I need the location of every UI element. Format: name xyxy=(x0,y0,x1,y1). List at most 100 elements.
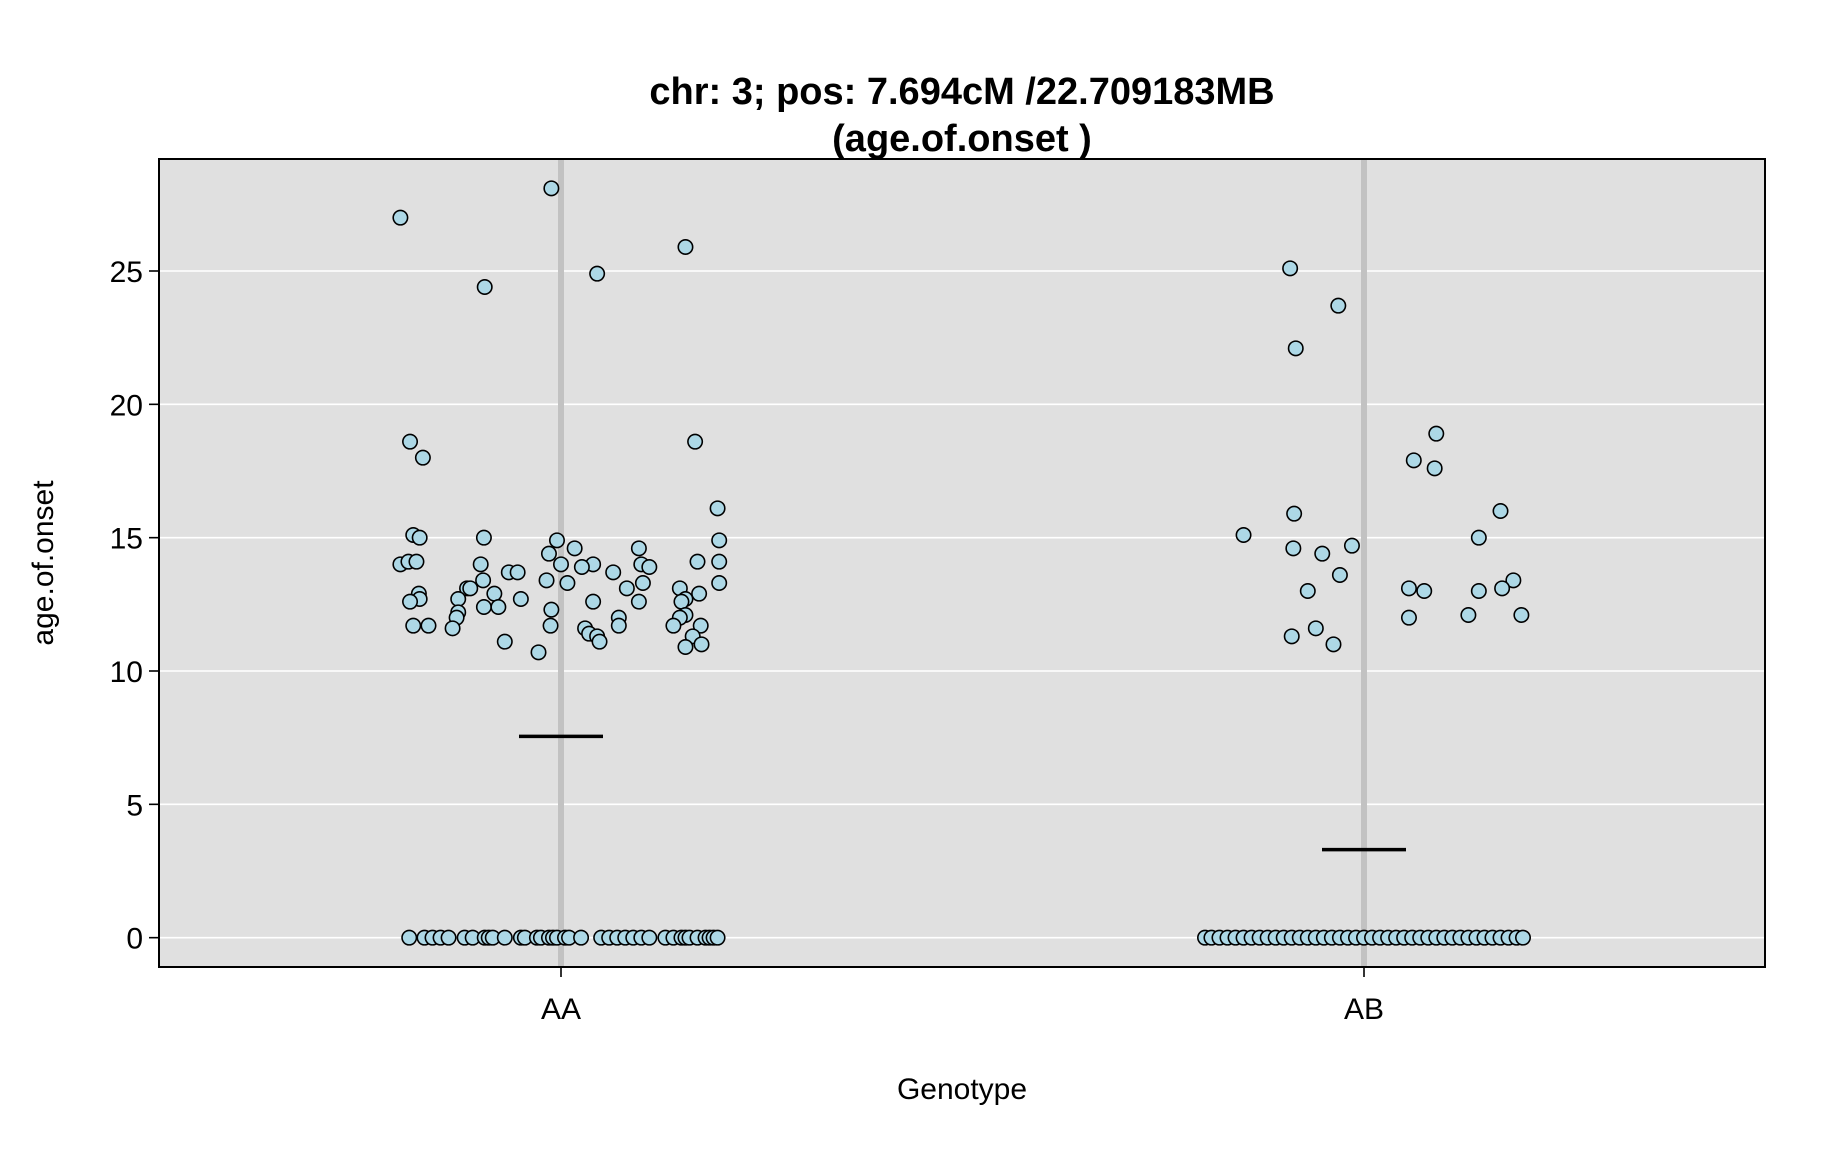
data-point-aa xyxy=(543,180,560,197)
data-point-ab xyxy=(1287,340,1304,357)
data-point-aa xyxy=(420,617,437,634)
data-point-aa xyxy=(566,540,583,557)
data-point-aa xyxy=(472,556,489,573)
data-point-aa xyxy=(401,929,418,946)
data-point-aa xyxy=(709,929,726,946)
data-point-aa xyxy=(711,574,728,591)
data-point-aa xyxy=(552,556,569,573)
data-point-aa xyxy=(543,601,560,618)
data-point-ab xyxy=(1283,628,1300,645)
data-point-aa xyxy=(540,545,557,562)
data-point-aa xyxy=(709,500,726,517)
data-point-aa xyxy=(711,532,728,549)
data-point-aa xyxy=(538,572,555,589)
data-point-aa xyxy=(542,617,559,634)
data-point-ab xyxy=(1513,606,1530,623)
data-point-aa xyxy=(402,433,419,450)
data-point-ab xyxy=(1286,505,1303,522)
data-point-aa xyxy=(475,529,492,546)
data-point-aa xyxy=(559,574,576,591)
y-axis-ticks: 0 5 10 15 20 25 xyxy=(110,256,159,956)
data-point-aa xyxy=(585,593,602,610)
data-point-ab xyxy=(1314,545,1331,562)
data-point-aa xyxy=(589,265,606,282)
data-point-aa xyxy=(490,598,507,615)
data-point-aa xyxy=(618,580,635,597)
data-point-aa xyxy=(475,598,492,615)
y-tick-label: 15 xyxy=(110,523,143,556)
data-point-aa xyxy=(634,574,651,591)
data-point-aa xyxy=(693,636,710,653)
data-point-aa xyxy=(573,929,590,946)
data-point-ab xyxy=(1426,460,1443,477)
plot-panel xyxy=(159,159,1765,967)
data-point-ab xyxy=(1460,606,1477,623)
y-tick-label: 20 xyxy=(110,389,143,422)
data-point-aa xyxy=(512,590,529,607)
data-point-ab xyxy=(1470,582,1487,599)
data-point-ab xyxy=(1235,526,1252,543)
data-point-aa xyxy=(692,617,709,634)
data-point-ab xyxy=(1428,425,1445,442)
plot-frame xyxy=(158,158,1766,968)
data-point-aa xyxy=(641,558,658,575)
data-point-aa xyxy=(486,585,503,602)
y-tick-label: 10 xyxy=(110,656,143,689)
data-point-ab xyxy=(1416,582,1433,599)
data-point-aa xyxy=(630,540,647,557)
data-point-ab xyxy=(1299,582,1316,599)
data-point-aa xyxy=(573,558,590,575)
data-point-aa xyxy=(548,532,565,549)
data-point-aa xyxy=(687,433,704,450)
data-point-ab xyxy=(1514,929,1531,946)
y-tick-label: 5 xyxy=(126,789,143,822)
x-axis-ticks: AA AB xyxy=(541,967,1384,1026)
x-tick-label-aa: AA xyxy=(541,993,581,1026)
data-point-ab xyxy=(1470,529,1487,546)
data-point-aa xyxy=(610,617,627,634)
data-point-ab xyxy=(1325,636,1342,653)
data-point-aa xyxy=(689,553,706,570)
data-point-aa xyxy=(496,633,513,650)
data-point-ab xyxy=(1405,452,1422,469)
data-point-aa xyxy=(677,638,694,655)
data-point-aa xyxy=(711,553,728,570)
data-point-aa xyxy=(405,617,422,634)
data-point-ab xyxy=(1400,609,1417,626)
data-point-ab xyxy=(1505,572,1522,589)
chart-title-line1: chr: 3; pos: 7.694cM /22.709183MB xyxy=(649,71,1274,113)
data-point-aa xyxy=(462,580,479,597)
x-tick-label-ab: AB xyxy=(1344,993,1384,1026)
data-point-ab xyxy=(1400,580,1417,597)
y-axis-label: age.of.onset xyxy=(27,480,60,646)
chart-title-line2: (age.of.onset ) xyxy=(832,118,1092,160)
data-point-ab xyxy=(1282,260,1299,277)
y-tick-label: 25 xyxy=(110,256,143,289)
data-point-aa xyxy=(665,617,682,634)
data-point-aa xyxy=(450,590,467,607)
data-point-aa xyxy=(641,929,658,946)
data-point-ab xyxy=(1330,297,1347,314)
data-point-aa xyxy=(411,529,428,546)
data-point-aa xyxy=(476,278,493,295)
data-point-aa xyxy=(444,620,461,637)
data-points xyxy=(392,180,1531,946)
data-point-aa xyxy=(509,564,526,581)
data-point-aa xyxy=(677,239,694,256)
data-point-aa xyxy=(673,593,690,610)
data-point-aa xyxy=(691,585,708,602)
y-tick-label: 0 xyxy=(126,923,143,956)
data-point-aa xyxy=(496,929,513,946)
data-point-aa xyxy=(402,593,419,610)
data-point-aa xyxy=(605,564,622,581)
data-point-ab xyxy=(1285,540,1302,557)
data-point-aa xyxy=(630,593,647,610)
data-point-ab xyxy=(1331,566,1348,583)
data-point-aa xyxy=(414,449,431,466)
data-point-aa xyxy=(530,644,547,661)
data-point-aa xyxy=(591,633,608,650)
data-point-ab xyxy=(1343,537,1360,554)
data-point-aa xyxy=(392,209,409,226)
data-point-aa xyxy=(440,929,457,946)
